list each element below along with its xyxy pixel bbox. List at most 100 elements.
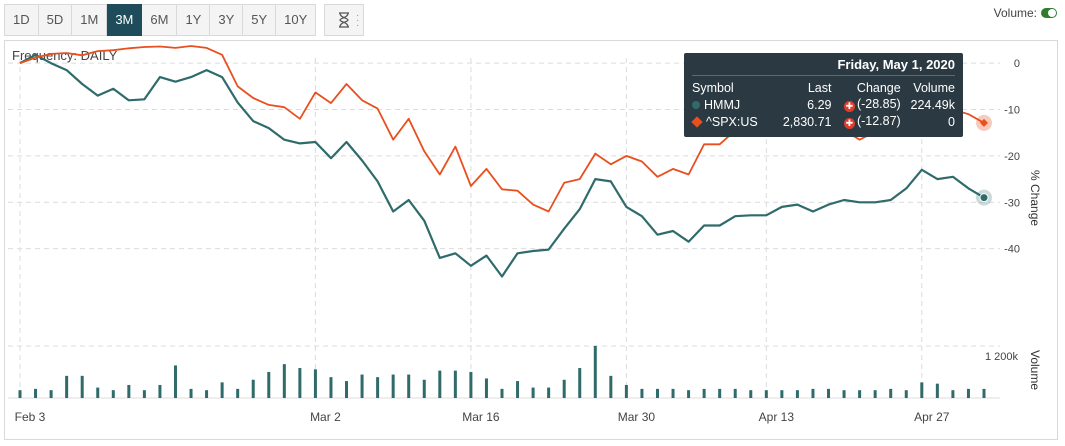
tooltip-header-symbol: Symbol — [692, 81, 734, 95]
volume-bar — [360, 374, 364, 398]
volume-bar — [205, 390, 209, 398]
more-options-icon[interactable]: · · · — [355, 10, 360, 31]
volume-bar — [111, 390, 115, 398]
volume-bar — [733, 388, 737, 398]
volume-bar — [158, 384, 162, 398]
volume-bar — [438, 370, 442, 398]
tooltip-volume: 0 — [948, 114, 955, 129]
x-tick-label: Apr 27 — [914, 410, 950, 424]
volume-bar — [702, 388, 706, 398]
volume-bar — [500, 388, 504, 398]
volume-bar — [391, 374, 395, 398]
volume-bar — [329, 377, 333, 398]
tooltip-header-volume: Volume — [913, 81, 955, 95]
volume-bar — [920, 382, 924, 398]
tooltip-last: 2,830.71 — [782, 114, 832, 129]
tooltip-last: 6.29 — [807, 97, 832, 112]
custom-range-button[interactable]: · · · — [324, 4, 365, 36]
volume-switch-icon[interactable] — [1041, 8, 1057, 18]
x-tick-label: Mar 2 — [310, 410, 341, 424]
volume-bar — [671, 388, 675, 398]
volume-bar — [718, 388, 722, 398]
y-tick-label: -30 — [1004, 197, 1020, 209]
volume-bar — [484, 378, 488, 398]
volume-bar — [640, 388, 644, 398]
tooltip-header-row: Symbol Last Change Volume — [692, 80, 955, 96]
range-1m-button[interactable]: 1M — [72, 4, 108, 36]
volume-bar — [96, 387, 100, 398]
tooltip-change: (-28.85) — [856, 97, 901, 111]
y-axis-title: % Change — [1028, 170, 1042, 227]
series-line-hmmj — [19, 53, 985, 278]
volume-bar — [189, 388, 193, 398]
volume-bar — [220, 382, 224, 398]
volume-bar — [562, 379, 566, 398]
range-5d-button[interactable]: 5D — [38, 4, 73, 36]
tooltip-volume: 224.49k — [910, 97, 955, 112]
volume-bar — [453, 370, 457, 398]
volume-bar — [142, 390, 146, 398]
tooltip-header-change: Change — [856, 81, 901, 95]
hmmj-marker-icon — [692, 100, 700, 109]
volume-bar — [593, 345, 597, 398]
range-1y-button[interactable]: 1Y — [177, 4, 211, 36]
volume-axis-title: Volume — [1028, 350, 1042, 391]
y-tick-label: -20 — [1004, 151, 1020, 163]
volume-bar — [749, 390, 753, 398]
tooltip-row-spx: ^SPX:US 2,830.71 ✚ (-12.87) 0 — [691, 113, 955, 130]
tooltip-row-hmmj: HMMJ 6.29 ✚ (-28.85) 224.49k — [692, 96, 955, 113]
volume-bar — [173, 365, 177, 398]
tooltip-change: (-12.87) — [856, 114, 901, 128]
volume-bar — [236, 388, 240, 398]
down-change-icon: ✚ — [843, 118, 855, 129]
volume-bar — [904, 390, 908, 398]
frequency-label: Frequency: DAILY — [12, 48, 118, 63]
volume-bar — [655, 388, 659, 398]
volume-bar — [531, 387, 535, 398]
volume-bar — [873, 390, 877, 398]
tooltip-header-last: Last — [807, 81, 832, 95]
volume-bar — [298, 368, 302, 398]
volume-bar — [609, 375, 613, 398]
range-3m-button[interactable]: 3M — [107, 4, 143, 36]
volume-bar — [966, 388, 970, 398]
volume-bar — [624, 384, 628, 398]
volume-bar — [65, 375, 69, 398]
volume-bar — [547, 387, 551, 398]
volume-bar — [795, 390, 799, 398]
volume-tick-label: 1 200k — [985, 351, 1019, 363]
range-10y-button[interactable]: 10Y — [276, 4, 317, 36]
volume-bar — [516, 381, 520, 398]
volume-bar — [18, 390, 22, 398]
range-5y-button[interactable]: 5Y — [243, 4, 277, 36]
tooltip-symbol: HMMJ — [704, 97, 741, 112]
tooltip-table: Symbol Last Change Volume HMMJ 6.29 ✚ (-2… — [691, 80, 955, 130]
volume-bar — [345, 381, 349, 398]
chart-frame — [4, 40, 1058, 440]
volume-bar — [49, 390, 53, 398]
y-tick-label: -10 — [1004, 105, 1020, 117]
volume-bar — [313, 369, 317, 398]
range-3y-button[interactable]: 3Y — [210, 4, 244, 36]
down-change-icon: ✚ — [843, 101, 855, 112]
data-tooltip: Friday, May 1, 2020 Symbol Last Change V… — [684, 53, 963, 137]
volume-bar — [764, 390, 768, 398]
volume-bar — [842, 390, 846, 398]
tooltip-date: Friday, May 1, 2020 — [692, 57, 955, 76]
y-tick-label: 0 — [1014, 58, 1020, 70]
range-toolbar: 1D 5D 1M 3M 6M 1Y 3Y 5Y 10Y · · · — [4, 4, 365, 36]
x-tick-label: Mar 16 — [462, 410, 500, 424]
volume-bar — [687, 390, 691, 398]
volume-toggle[interactable]: Volume: — [994, 6, 1057, 20]
volume-bar — [267, 371, 271, 398]
range-6m-button[interactable]: 6M — [142, 4, 178, 36]
volume-bar — [251, 379, 255, 398]
volume-bar — [982, 388, 986, 398]
volume-bar — [951, 390, 955, 398]
spx-last-point — [980, 118, 988, 127]
range-1d-button[interactable]: 1D — [4, 4, 39, 36]
volume-bar — [282, 364, 286, 398]
volume-bar — [889, 388, 893, 398]
volume-bar — [858, 390, 862, 398]
